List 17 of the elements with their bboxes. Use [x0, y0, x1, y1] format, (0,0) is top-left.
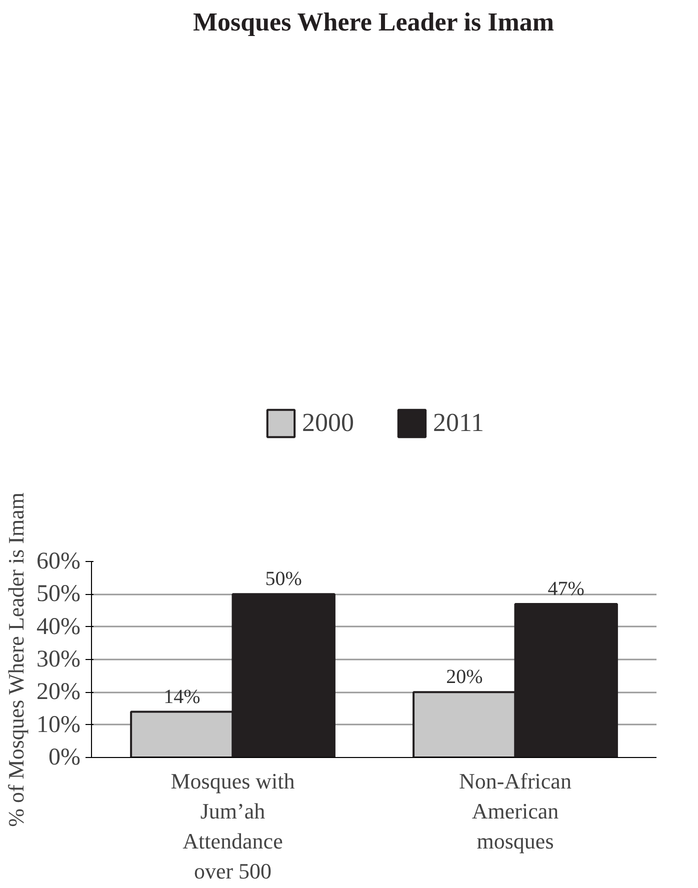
data-label: 50% [265, 568, 302, 590]
y-tick-label: 60% [36, 548, 81, 574]
legend-label: 2011 [432, 408, 484, 438]
y-tick-label: 0% [48, 744, 81, 770]
data-label: 20% [446, 666, 483, 688]
x-tick-label: Mosques with Jum’ah Attendance over 500 [170, 768, 295, 884]
chart-title: Mosques Where Leader is Imam [192, 8, 554, 36]
data-label: 14% [164, 686, 200, 708]
y-tick-label: 20% [36, 679, 81, 706]
y-tick-label: 30% [36, 646, 81, 672]
y-axis-title: % of Mosques Where Leader is Imam [4, 492, 29, 827]
data-label: 47% [548, 578, 584, 600]
x-tick-label: Non-African American mosques [459, 768, 572, 854]
legend-label: 2000 [302, 408, 354, 438]
y-tick-label: 50% [36, 581, 81, 608]
y-tick-label: 40% [36, 614, 81, 640]
y-tick-label: 10% [36, 712, 81, 738]
